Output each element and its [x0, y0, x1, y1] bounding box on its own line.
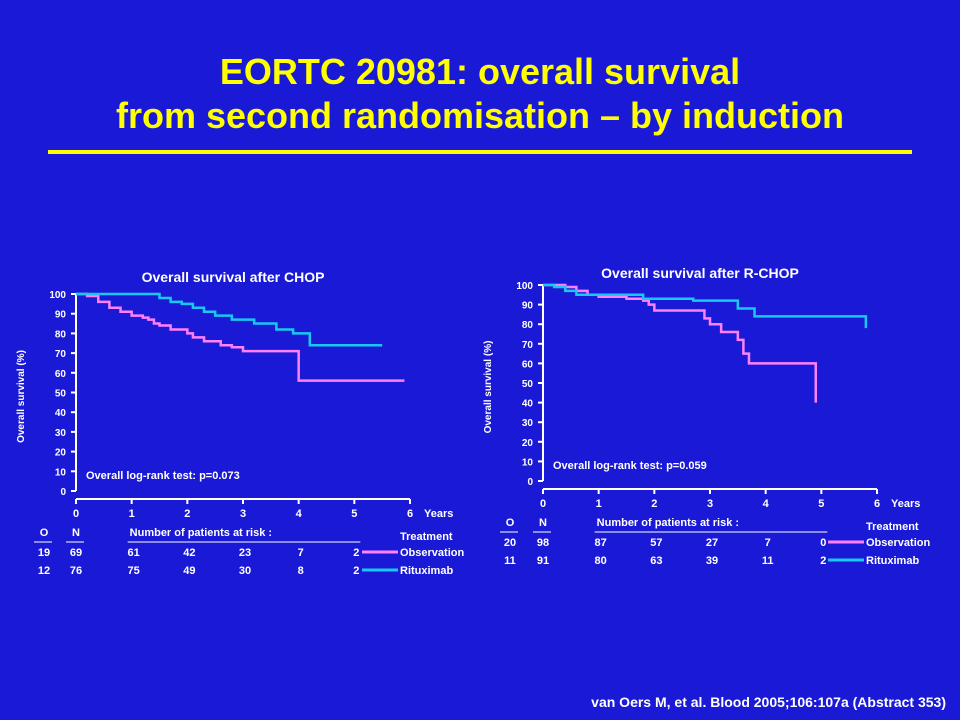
risk-row-n: 69 [70, 547, 82, 559]
title-line-1: EORTC 20981: overall survival [219, 51, 741, 92]
risk-col-o-header: O [506, 517, 515, 529]
risk-count: 75 [128, 565, 140, 577]
y-tick-label: 40 [55, 408, 67, 419]
y-tick-label: 70 [55, 349, 67, 360]
legend-label: Rituximab [866, 555, 919, 567]
y-tick-label: 60 [55, 369, 67, 380]
y-tick-label: 10 [522, 457, 534, 468]
x-tick-label: 6 [407, 508, 413, 520]
legend-label: Rituximab [400, 565, 453, 577]
risk-row-o: 12 [38, 565, 50, 577]
y-tick-label: 50 [55, 389, 67, 400]
risk-count: 2 [820, 555, 826, 567]
risk-count: 27 [706, 537, 718, 549]
y-tick-label: 0 [60, 487, 66, 498]
risk-count: 63 [650, 555, 662, 567]
y-tick-label: 10 [55, 467, 67, 478]
risk-col-n-header: N [539, 517, 547, 529]
y-tick-label: 40 [522, 399, 534, 410]
risk-row-o: 20 [504, 537, 516, 549]
x-tick-label: 5 [818, 498, 824, 510]
risk-count: 2 [353, 565, 359, 577]
y-tick-label: 70 [522, 340, 534, 351]
survival-curve-observation [76, 292, 405, 382]
survival-curve-rituximab [76, 292, 383, 347]
y-tick-label: 80 [522, 320, 534, 331]
slide-title: EORTC 20981: overall survival from secon… [0, 50, 960, 138]
y-tick-label: 100 [49, 290, 66, 301]
risk-count: 39 [706, 555, 718, 567]
x-axis-label: Years [891, 498, 920, 510]
y-tick-label: 30 [55, 428, 67, 439]
risk-count: 80 [595, 555, 607, 567]
risk-row-n: 76 [70, 565, 82, 577]
legend-label: Observation [866, 537, 930, 549]
title-line-2: from second randomisation – by induction [115, 95, 845, 136]
y-tick-label: 0 [527, 477, 533, 488]
risk-col-n-header: N [72, 527, 80, 539]
x-tick-label: 1 [129, 508, 135, 520]
risk-count: 87 [595, 537, 607, 549]
y-tick-label: 90 [55, 310, 67, 321]
y-tick-label: 80 [55, 329, 67, 340]
y-axis-label: Overall survival (%) [16, 350, 27, 443]
risk-count: 49 [183, 565, 195, 577]
risk-count: 2 [353, 547, 359, 559]
survival-curve-rituximab [543, 283, 868, 329]
y-axis-label: Overall survival (%) [483, 341, 494, 434]
x-tick-label: 3 [707, 498, 713, 510]
x-tick-label: 2 [651, 498, 657, 510]
risk-count: 57 [650, 537, 662, 549]
risk-row-o: 19 [38, 547, 50, 559]
risk-count: 7 [298, 547, 304, 559]
x-tick-label: 6 [874, 498, 880, 510]
title-rule [48, 150, 912, 154]
x-tick-label: 0 [73, 508, 79, 520]
x-tick-label: 2 [184, 508, 190, 520]
citation: van Oers M, et al. Blood 2005;106:107a (… [591, 694, 946, 710]
risk-count: 61 [128, 547, 140, 559]
y-tick-label: 90 [522, 301, 534, 312]
y-tick-label: 50 [522, 379, 534, 390]
risk-row-o: 11 [504, 555, 516, 567]
risk-count: 0 [820, 537, 826, 549]
y-tick-label: 60 [522, 359, 534, 370]
risk-table-header: Number of patients at risk : [597, 517, 739, 529]
logrank-annotation: Overall log-rank test: p=0.059 [553, 460, 707, 472]
risk-count: 7 [765, 537, 771, 549]
risk-count: 30 [239, 565, 251, 577]
y-tick-label: 100 [516, 281, 533, 292]
chart-title: Overall survival after CHOP [142, 269, 325, 285]
x-tick-label: 0 [540, 498, 546, 510]
x-tick-label: 3 [240, 508, 246, 520]
risk-table-header: Number of patients at risk : [130, 527, 272, 539]
legend-title: Treatment [400, 531, 453, 543]
x-tick-label: 4 [296, 508, 303, 520]
x-axis-label: Years [424, 508, 453, 520]
y-tick-label: 30 [522, 418, 534, 429]
risk-count: 23 [239, 547, 251, 559]
chart-title: Overall survival after R-CHOP [601, 265, 799, 281]
risk-count: 8 [298, 565, 304, 577]
logrank-annotation: Overall log-rank test: p=0.073 [86, 470, 240, 482]
x-tick-label: 4 [763, 498, 770, 510]
y-tick-label: 20 [55, 448, 67, 459]
risk-count: 11 [762, 555, 774, 567]
legend-label: Observation [400, 547, 464, 559]
x-tick-label: 5 [351, 508, 357, 520]
risk-col-o-header: O [40, 527, 49, 539]
survival-curve-observation [543, 283, 818, 403]
y-tick-label: 20 [522, 438, 534, 449]
legend-title: Treatment [866, 521, 919, 533]
risk-row-n: 98 [537, 537, 549, 549]
risk-count: 42 [183, 547, 195, 559]
x-tick-label: 1 [596, 498, 602, 510]
risk-row-n: 91 [537, 555, 549, 567]
